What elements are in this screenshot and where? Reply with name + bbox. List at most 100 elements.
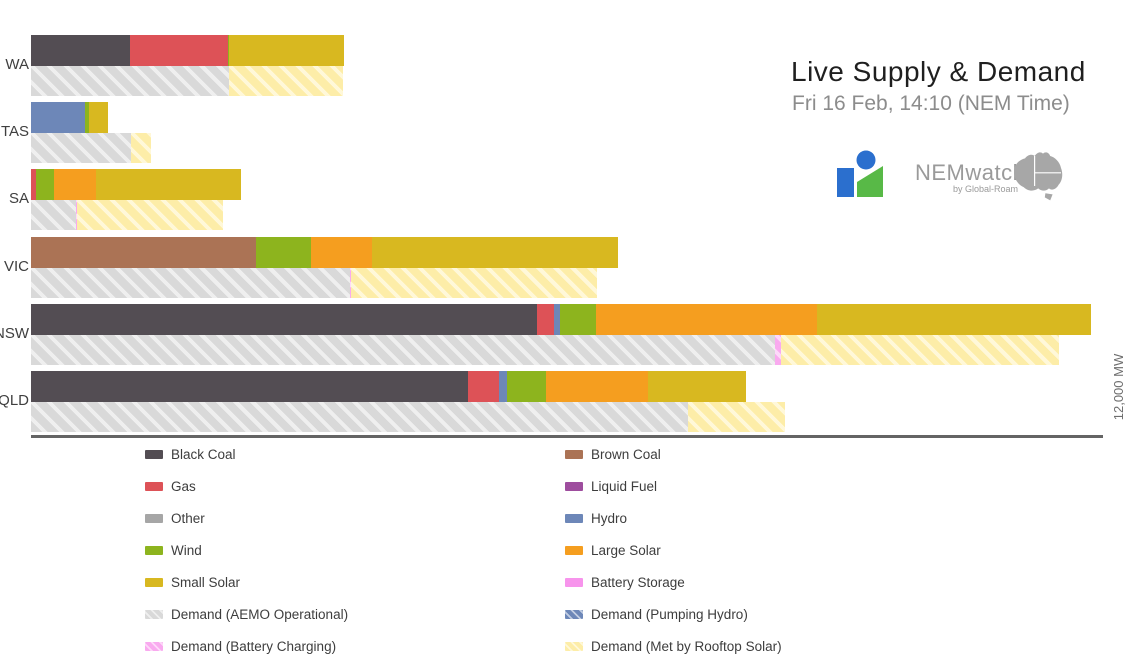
baseline-axis [31,435,1103,438]
bar-segment[interactable] [84,102,89,134]
legend-item[interactable]: Battery Storage [565,574,685,590]
legend-item[interactable]: Other [145,510,205,526]
bar-segment[interactable] [545,371,649,402]
bar-segment[interactable] [96,169,241,201]
bar-segment[interactable] [775,334,781,365]
legend-swatch-icon [565,449,583,459]
bar-segment[interactable] [351,267,597,298]
legend-label: Demand (AEMO Operational) [171,606,349,622]
logo-byline: by Global-Roam [953,184,1019,194]
bar-segment[interactable] [499,371,508,402]
supply-bar [31,303,1092,335]
legend-item[interactable]: Brown Coal [565,446,661,462]
bar-segment[interactable] [31,236,257,268]
bar-segment[interactable] [817,303,1092,335]
region-label: NSW [0,324,29,342]
bar-segment[interactable] [31,267,350,298]
demand-bar [31,267,597,298]
legend-swatch-icon [145,481,163,491]
page-subtitle: Fri 16 Feb, 14:10 (NEM Time) [792,92,1070,115]
bar-segment[interactable] [31,66,230,96]
australia-map-icon [1007,146,1067,207]
legend-swatch-icon [565,641,583,651]
legend-item[interactable]: Liquid Fuel [565,478,657,494]
region-label: TAS [0,123,29,141]
legend-swatch-icon [565,513,583,523]
legend-item[interactable]: Gas [145,478,196,494]
legend-label: Wind [171,542,202,558]
demand-bar [31,133,151,164]
bar-segment[interactable] [229,66,343,96]
legend-item[interactable]: Demand (Met by Rooftop Solar) [565,638,782,654]
bar-segment[interactable] [559,303,597,335]
bar-segment[interactable] [467,371,500,402]
bar-segment[interactable] [31,200,76,231]
legend-label: Hydro [591,510,628,526]
legend-label: Battery Storage [591,574,685,590]
demand-bar [31,66,343,96]
bar-segment[interactable] [31,102,85,134]
bar-segment[interactable] [88,102,109,134]
legend-item[interactable]: Demand (Pumping Hydro) [565,606,748,622]
legend-label: Black Coal [171,446,236,462]
legend-item[interactable]: Demand (AEMO Operational) [145,606,348,622]
region-label: VIC [3,257,29,275]
legend-swatch-icon [565,545,583,555]
bar-segment[interactable] [553,303,560,335]
supply-bar [31,35,344,66]
legend-item[interactable]: Large Solar [565,542,661,558]
legend-item[interactable]: Wind [145,542,202,558]
bar-segment[interactable] [130,35,228,66]
legend-item[interactable]: Hydro [565,510,627,526]
bar-segment[interactable] [349,267,352,298]
bar-segment[interactable] [596,303,818,335]
legend-label: Other [171,510,205,526]
bar-segment[interactable] [507,371,546,402]
bar-segment[interactable] [77,200,224,231]
bar-segment[interactable] [229,35,344,66]
bar-segment[interactable] [536,303,554,335]
bar-segment[interactable] [780,334,1060,365]
bar-segment[interactable] [31,334,776,365]
legend-swatch-icon [145,609,163,619]
page-title: Live Supply & Demand [791,56,1086,87]
legend-swatch-icon [145,449,163,459]
bar-segment[interactable] [31,402,688,432]
bar-segment[interactable] [31,35,131,66]
demand-bar [31,402,785,432]
bar-segment[interactable] [311,236,373,268]
region-label: WA [5,56,29,73]
plot-area: WA TAS SA VIC NSW QLD [0,35,1092,432]
bar-segment[interactable] [131,133,151,164]
demand-bar [31,334,1060,365]
bar-segment[interactable] [31,371,468,402]
bar-segment[interactable] [36,169,55,201]
region-label: QLD [0,392,29,409]
supply-bar [31,236,618,268]
bar-segment[interactable] [54,169,97,201]
bar-segment[interactable] [31,133,132,164]
bar-segment[interactable] [227,35,230,66]
legend-swatch-icon [145,641,163,651]
logo-mark-icon [835,149,887,206]
nemwatch-logo[interactable]: NEMwatch by Global-Roam [835,146,1070,208]
bar-segment[interactable] [75,200,78,231]
legend-item[interactable]: Black Coal [145,446,236,462]
bar-segment[interactable] [31,303,537,335]
bar-segment[interactable] [256,236,312,268]
legend: Black Coal Gas Other Wind Small Solar Demand … [0,438,1135,655]
bar-segment[interactable] [687,402,785,432]
legend-item[interactable]: Demand (Battery Charging) [145,638,336,654]
legend-swatch-icon [145,577,163,587]
legend-swatch-icon [145,513,163,523]
legend-item[interactable]: Small Solar [145,574,240,590]
legend-swatch-icon [565,481,583,491]
bar-segment[interactable] [648,371,746,402]
bar-segment[interactable] [372,236,618,268]
bar-segment[interactable] [31,169,37,201]
legend-swatch-icon [565,577,583,587]
legend-label: Small Solar [171,574,241,590]
legend-label: Gas [171,478,196,494]
legend-swatch-icon [565,609,583,619]
legend-swatch-icon [145,545,163,555]
